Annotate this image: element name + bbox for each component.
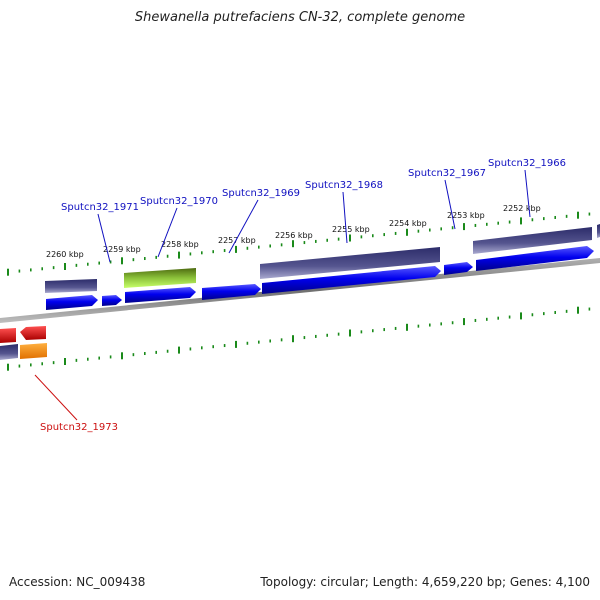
scale-labels: 2260 kbp 2259 kbp 2258 kbp 2257 kbp 2256… (46, 204, 541, 259)
scale-label: 2253 kbp (447, 211, 485, 220)
scale-label: 2258 kbp (161, 240, 199, 249)
scale-label: 2254 kbp (389, 219, 427, 228)
gene-bar[interactable] (45, 279, 97, 293)
gene-bar-highlight[interactable] (124, 268, 196, 288)
cds-arrow-forward[interactable] (444, 262, 473, 275)
gene-label[interactable]: Sputcn32_1970 (140, 196, 218, 207)
scale-label: 2255 kbp (332, 225, 370, 234)
cds-arrow-forward[interactable] (476, 246, 594, 271)
scale-label: 2257 kbp (218, 236, 256, 245)
gene-label[interactable]: Sputcn32_1967 (408, 168, 486, 179)
gene-label[interactable]: Sputcn32_1973 (40, 422, 118, 433)
cds-arrow-forward[interactable] (46, 295, 98, 310)
connector-line (444, 179, 456, 230)
inner-tick-row (7, 306, 591, 371)
connector-line (157, 207, 178, 258)
gene-labels: Sputcn32_1971 Sputcn32_1970 Sputcn32_196… (40, 158, 566, 433)
reverse-cds-row (0, 326, 47, 359)
genome-title: Shewanella putrefaciens CN-32, complete … (134, 10, 466, 25)
scale-label: 2252 kbp (503, 204, 541, 213)
cds-arrow-forward[interactable] (262, 266, 441, 294)
accession-text: Accession: NC_009438 (9, 575, 146, 589)
cds-arrow-forward[interactable] (202, 284, 261, 300)
connector-line (228, 199, 259, 254)
cds-arrow-forward[interactable] (125, 287, 196, 303)
genome-backbone (0, 258, 600, 323)
outer-tick-row (7, 211, 591, 276)
genome-summary-text: Topology: circular; Length: 4,659,220 bp… (260, 575, 590, 589)
gene-bars (0, 224, 600, 360)
gene-bar[interactable] (260, 247, 440, 279)
connector-line (34, 374, 78, 421)
connector-line (97, 213, 111, 263)
gene-bar[interactable] (597, 224, 600, 238)
cds-arrow-reverse[interactable] (20, 326, 46, 340)
cds-arrow-reverse[interactable] (0, 328, 16, 343)
label-connectors (34, 169, 531, 421)
forward-cds-row (46, 246, 594, 310)
connector-line (524, 169, 531, 218)
scale-label: 2259 kbp (103, 245, 141, 254)
scale-label: 2256 kbp (275, 231, 313, 240)
rna-bar[interactable] (20, 343, 47, 359)
cds-arrow-forward[interactable] (102, 295, 122, 306)
connector-line (342, 191, 348, 244)
gene-label[interactable]: Sputcn32_1969 (222, 188, 300, 199)
gene-bar[interactable] (0, 344, 18, 360)
scale-label: 2260 kbp (46, 250, 84, 259)
gene-label[interactable]: Sputcn32_1968 (305, 180, 383, 191)
gene-bar[interactable] (473, 227, 592, 254)
gene-label[interactable]: Sputcn32_1966 (488, 158, 566, 169)
gene-label[interactable]: Sputcn32_1971 (61, 202, 139, 213)
